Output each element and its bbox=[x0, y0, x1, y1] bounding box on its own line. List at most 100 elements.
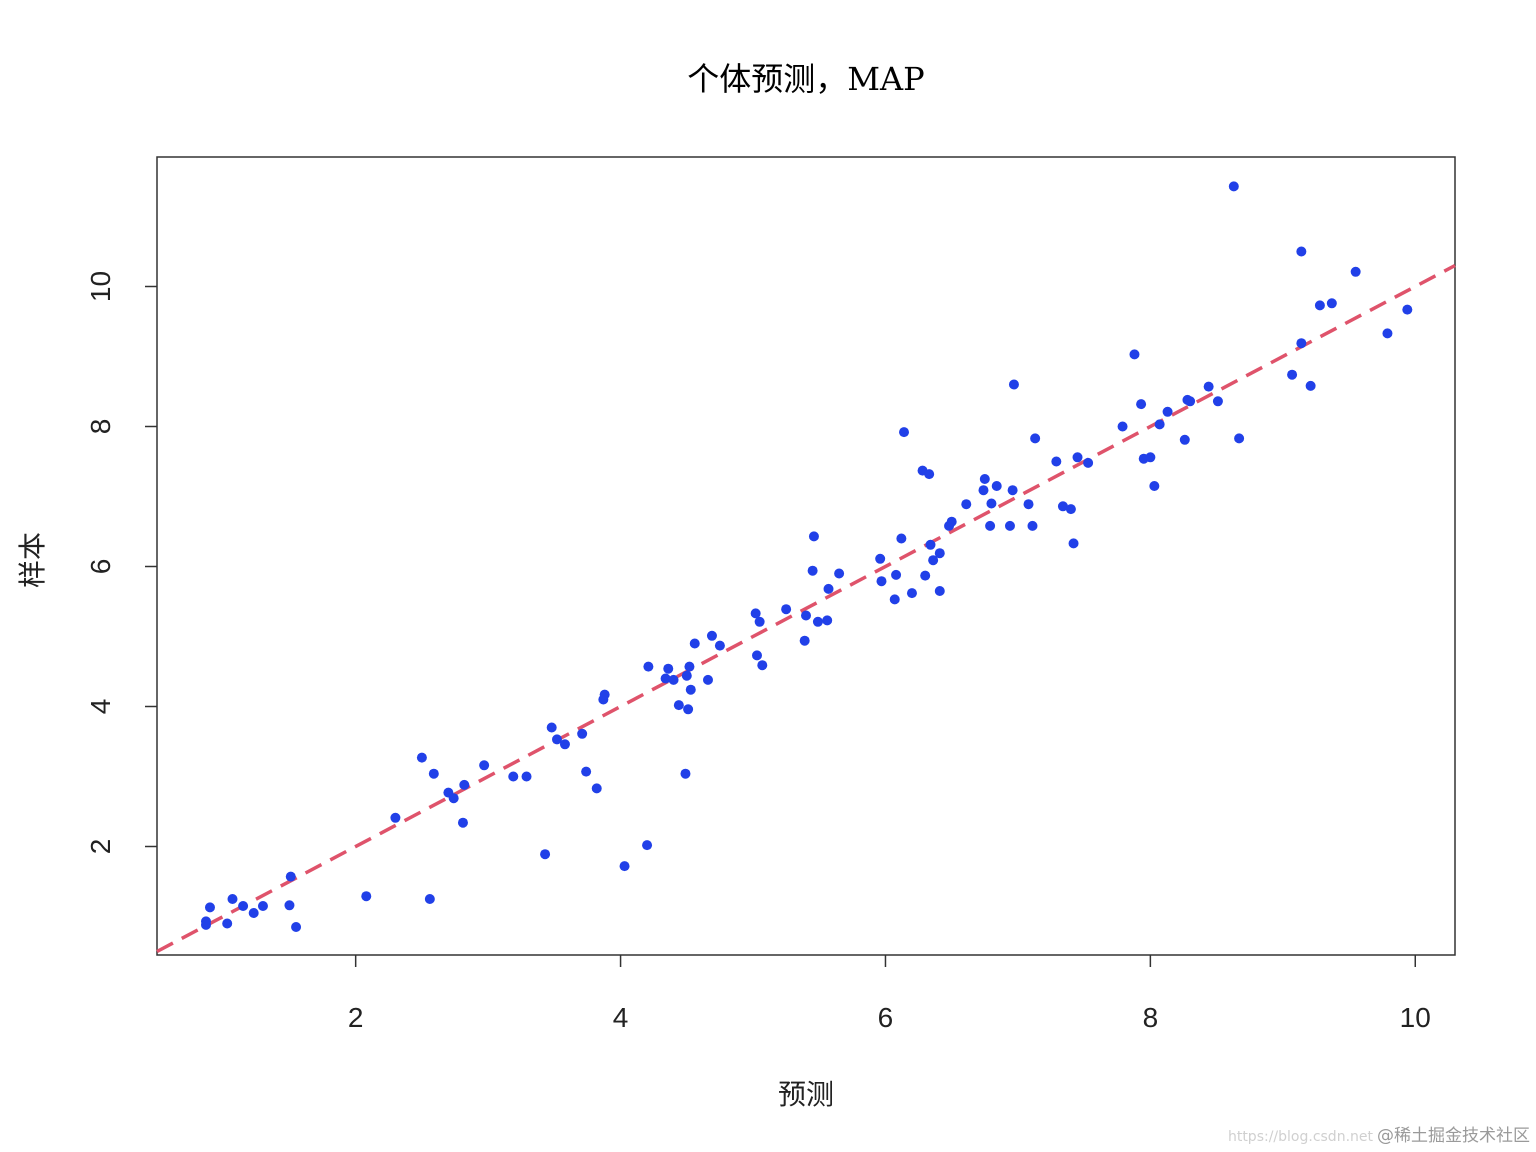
data-point bbox=[781, 604, 792, 615]
data-point bbox=[1162, 406, 1173, 417]
data-point bbox=[702, 674, 713, 685]
data-point bbox=[521, 771, 532, 782]
data-point bbox=[684, 661, 695, 672]
data-point bbox=[448, 793, 459, 804]
data-point bbox=[291, 922, 302, 932]
data-point bbox=[227, 894, 238, 904]
y-tick-label: 8 bbox=[85, 419, 116, 435]
data-point bbox=[540, 849, 551, 860]
data-point bbox=[1004, 520, 1015, 531]
data-point bbox=[1136, 399, 1147, 410]
data-point bbox=[284, 900, 295, 911]
data-point bbox=[899, 427, 910, 438]
data-point bbox=[757, 660, 768, 671]
data-point bbox=[1145, 452, 1156, 463]
data-point bbox=[1305, 380, 1316, 391]
data-point bbox=[551, 734, 562, 745]
data-point bbox=[663, 663, 674, 674]
watermark-text: @稀土掘金技术社区 bbox=[1377, 1126, 1530, 1146]
y-tick-label: 2 bbox=[85, 839, 116, 855]
data-point bbox=[546, 722, 557, 733]
data-point bbox=[906, 588, 917, 599]
data-point bbox=[750, 608, 761, 619]
data-point bbox=[1008, 379, 1019, 390]
data-point bbox=[508, 771, 519, 782]
data-point bbox=[416, 752, 427, 763]
data-point bbox=[1065, 504, 1076, 515]
data-point bbox=[889, 594, 900, 605]
data-point bbox=[248, 908, 259, 918]
data-point bbox=[799, 635, 810, 646]
data-point bbox=[1212, 396, 1223, 407]
data-point bbox=[201, 916, 212, 927]
data-point bbox=[985, 520, 996, 531]
data-point bbox=[1154, 419, 1165, 430]
data-point bbox=[581, 766, 592, 777]
data-point bbox=[876, 576, 887, 587]
data-point bbox=[457, 817, 468, 828]
data-point bbox=[683, 704, 694, 715]
data-point bbox=[680, 768, 691, 779]
data-point bbox=[1228, 181, 1239, 192]
data-point bbox=[1030, 433, 1041, 444]
data-point bbox=[204, 902, 215, 913]
chart-title: 个体预测，MAP bbox=[687, 60, 924, 98]
reference-line bbox=[156, 263, 1456, 954]
data-point bbox=[925, 539, 936, 550]
data-point bbox=[1023, 499, 1034, 510]
data-point bbox=[599, 689, 610, 700]
data-point bbox=[257, 901, 268, 911]
data-point bbox=[673, 700, 684, 711]
data-point bbox=[1179, 434, 1190, 445]
data-point bbox=[1296, 338, 1307, 349]
data-points bbox=[201, 181, 1413, 932]
data-point bbox=[1350, 266, 1361, 277]
data-point bbox=[823, 583, 834, 594]
data-point bbox=[619, 861, 630, 872]
data-point bbox=[1027, 520, 1038, 531]
data-point bbox=[390, 812, 401, 823]
data-point bbox=[714, 640, 725, 651]
data-point bbox=[668, 674, 679, 685]
data-point bbox=[685, 684, 696, 695]
data-point bbox=[801, 610, 811, 621]
data-point bbox=[986, 498, 997, 509]
data-point bbox=[1057, 501, 1068, 512]
x-tick-label: 10 bbox=[1400, 1002, 1431, 1033]
data-point bbox=[361, 891, 372, 902]
data-point bbox=[812, 616, 823, 627]
data-point bbox=[681, 670, 692, 681]
data-point bbox=[1149, 481, 1160, 491]
data-point bbox=[875, 553, 886, 564]
x-axis-label: 预测 bbox=[778, 1078, 834, 1111]
data-point bbox=[1129, 349, 1140, 360]
data-point bbox=[751, 650, 762, 661]
data-point bbox=[991, 481, 1002, 491]
y-axis: 2 4 6 8 10 bbox=[85, 271, 157, 854]
data-point bbox=[577, 728, 588, 739]
data-point bbox=[1203, 381, 1214, 392]
data-point bbox=[285, 871, 296, 882]
data-point bbox=[1117, 421, 1128, 432]
y-tick-label: 10 bbox=[85, 271, 116, 302]
data-point bbox=[891, 569, 902, 580]
reference-line-group bbox=[156, 263, 1456, 954]
y-tick-label: 6 bbox=[85, 559, 116, 575]
x-tick-label: 4 bbox=[613, 1002, 629, 1033]
x-tick-label: 6 bbox=[878, 1002, 894, 1033]
y-axis-label: 样本 bbox=[16, 532, 49, 588]
data-point bbox=[1296, 246, 1307, 257]
x-tick-label: 2 bbox=[348, 1002, 364, 1033]
data-point bbox=[424, 894, 435, 904]
data-point bbox=[934, 586, 945, 596]
data-point bbox=[428, 768, 439, 779]
data-point bbox=[946, 516, 957, 527]
data-point bbox=[1382, 328, 1393, 339]
data-point bbox=[934, 548, 945, 559]
data-point bbox=[834, 568, 845, 579]
watermark-url: https://blog.csdn.net bbox=[1227, 1129, 1373, 1145]
watermark: https://blog.csdn.net @稀土掘金技术社区 bbox=[1228, 1121, 1530, 1146]
data-point bbox=[643, 661, 654, 672]
x-axis: 2 4 6 8 10 bbox=[348, 955, 1431, 1033]
